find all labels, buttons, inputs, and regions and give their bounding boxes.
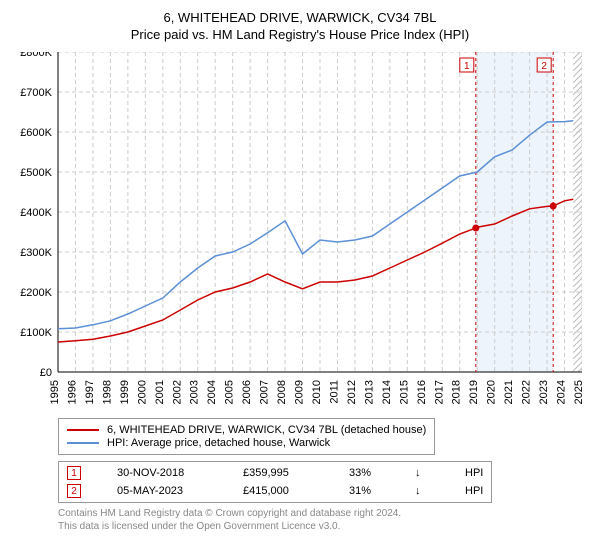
transaction-price: £359,995 — [243, 467, 313, 479]
svg-text:£0: £0 — [40, 367, 52, 379]
svg-text:2001: 2001 — [154, 380, 166, 404]
svg-text:2020: 2020 — [486, 380, 498, 404]
svg-text:£700K: £700K — [20, 87, 52, 99]
svg-text:2022: 2022 — [521, 380, 533, 404]
legend: 6, WHITEHEAD DRIVE, WARWICK, CV34 7BL (d… — [58, 418, 435, 455]
svg-text:£200K: £200K — [20, 287, 52, 299]
svg-text:2018: 2018 — [451, 380, 463, 404]
svg-text:1998: 1998 — [101, 380, 113, 404]
chart-svg: £0 £100K £200K £300K £400K £500K £600K £700K £80… — [10, 52, 582, 412]
svg-text:2004: 2004 — [206, 380, 218, 404]
transaction-date: 05-MAY-2023 — [117, 485, 207, 497]
svg-text:2002: 2002 — [171, 380, 183, 404]
transaction-pct: 31% — [349, 485, 379, 497]
legend-item: 6, WHITEHEAD DRIVE, WARWICK, CV34 7BL (d… — [67, 424, 426, 436]
svg-text:£800K: £800K — [20, 52, 52, 59]
svg-text:2011: 2011 — [328, 380, 340, 404]
svg-text:2000: 2000 — [136, 380, 148, 404]
down-arrow-icon: ↓ — [415, 467, 429, 479]
svg-text:2021: 2021 — [503, 380, 515, 404]
svg-text:2006: 2006 — [241, 380, 253, 404]
transaction-pct: 33% — [349, 467, 379, 479]
legend-swatch — [67, 442, 99, 444]
svg-text:2: 2 — [541, 61, 547, 72]
footer-line: Contains HM Land Registry data © Crown c… — [58, 507, 590, 520]
svg-text:1996: 1996 — [66, 380, 78, 404]
legend-label: 6, WHITEHEAD DRIVE, WARWICK, CV34 7BL (d… — [107, 424, 426, 436]
svg-text:2017: 2017 — [433, 380, 445, 404]
svg-text:1: 1 — [464, 61, 470, 72]
transaction-badge: 1 — [67, 466, 81, 480]
svg-text:£400K: £400K — [20, 207, 52, 219]
svg-text:2016: 2016 — [416, 380, 428, 404]
legend-label: HPI: Average price, detached house, Warw… — [107, 437, 330, 449]
transaction-badge: 2 — [67, 484, 81, 498]
table-row: 2 05-MAY-2023 £415,000 31% ↓ HPI — [59, 482, 491, 500]
svg-text:2003: 2003 — [189, 380, 201, 404]
transaction-ref: HPI — [465, 467, 483, 479]
svg-text:2009: 2009 — [294, 380, 306, 404]
svg-text:2015: 2015 — [398, 380, 410, 404]
svg-text:2013: 2013 — [363, 380, 375, 404]
svg-text:2024: 2024 — [556, 380, 568, 404]
chart-title: 6, WHITEHEAD DRIVE, WARWICK, CV34 7BL — [10, 10, 590, 25]
svg-text:2023: 2023 — [538, 380, 550, 404]
svg-text:2007: 2007 — [259, 380, 271, 404]
svg-text:2012: 2012 — [346, 380, 358, 404]
svg-text:2025: 2025 — [573, 380, 582, 404]
transactions-table: 1 30-NOV-2018 £359,995 33% ↓ HPI 2 05-MA… — [58, 461, 492, 503]
chart-subtitle: Price paid vs. HM Land Registry's House … — [10, 27, 590, 42]
svg-text:1997: 1997 — [84, 380, 96, 404]
transaction-ref: HPI — [465, 485, 483, 497]
transaction-date: 30-NOV-2018 — [117, 467, 207, 479]
table-row: 1 30-NOV-2018 £359,995 33% ↓ HPI — [59, 464, 491, 482]
footer-line: This data is licensed under the Open Gov… — [58, 520, 590, 533]
down-arrow-icon: ↓ — [415, 485, 429, 497]
svg-text:2014: 2014 — [381, 380, 393, 404]
svg-text:2005: 2005 — [224, 380, 236, 404]
footer-attribution: Contains HM Land Registry data © Crown c… — [58, 507, 590, 533]
svg-text:2010: 2010 — [311, 380, 323, 404]
chart-plot: £0 £100K £200K £300K £400K £500K £600K £700K £80… — [10, 52, 582, 412]
legend-item: HPI: Average price, detached house, Warw… — [67, 437, 426, 449]
svg-text:2019: 2019 — [468, 380, 480, 404]
svg-text:£300K: £300K — [20, 247, 52, 259]
legend-swatch — [67, 429, 99, 431]
svg-text:£500K: £500K — [20, 167, 52, 179]
transaction-price: £415,000 — [243, 485, 313, 497]
svg-text:1995: 1995 — [49, 380, 61, 404]
svg-text:1999: 1999 — [119, 380, 131, 404]
svg-text:£600K: £600K — [20, 127, 52, 139]
svg-text:£100K: £100K — [20, 327, 52, 339]
svg-text:2008: 2008 — [276, 380, 288, 404]
